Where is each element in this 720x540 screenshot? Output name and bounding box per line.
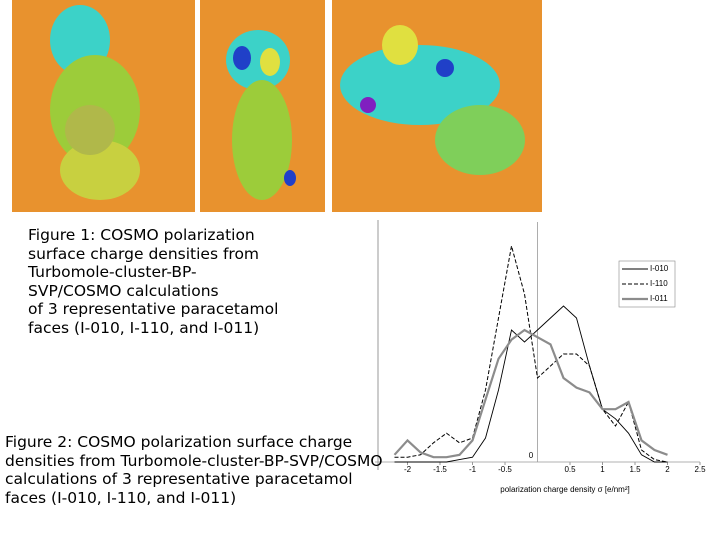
- caption-line: densities from Turbomole-cluster-BP-SVP/…: [5, 451, 383, 470]
- caption-line: surface charge densities from: [28, 244, 260, 263]
- x-axis-label: polarization charge density σ [e/nm²]: [500, 485, 629, 494]
- x-tick-label: 0.5: [564, 465, 576, 474]
- x-tick-label: 2.5: [694, 465, 706, 474]
- caption-line: Figure 1: COSMO polarization: [28, 226, 255, 244]
- surface-image-1: [12, 0, 195, 212]
- caption-line: faces (I-010, I-110, and I-011): [28, 318, 260, 337]
- x-tick-label: 1: [600, 465, 605, 474]
- x-tick-label: 2: [665, 465, 670, 474]
- x-tick-label: -1.5: [433, 465, 447, 474]
- figure2-caption: Figure 2: COSMO polarization surface cha…: [5, 433, 383, 507]
- zero-label: 0: [529, 451, 534, 460]
- x-tick-label: -1: [469, 465, 477, 474]
- x-tick-label: -2: [404, 465, 412, 474]
- x-tick-label: 1.5: [629, 465, 641, 474]
- legend-label: I-110: [650, 279, 668, 288]
- caption-line: faces (I-010, I-110, and I-011): [5, 488, 237, 507]
- legend-label: I-010: [650, 264, 669, 273]
- legend-label: I-011: [650, 294, 668, 303]
- caption-line: Figure 2: COSMO polarization surface cha…: [5, 433, 353, 451]
- series-line: [393, 328, 668, 459]
- caption-line: Turbomole-cluster-BP-: [28, 263, 197, 281]
- series-line: [394, 305, 668, 463]
- surface-image-3: [332, 0, 542, 212]
- series-line: [394, 245, 668, 463]
- caption-line: of 3 representative paracetamol: [28, 300, 279, 318]
- caption-line: SVP/COSMO calculations: [28, 281, 219, 300]
- figure1-caption: Figure 1: COSMO polarization surface char…: [28, 226, 278, 337]
- x-tick-label: -0.5: [498, 465, 512, 474]
- surface-image-2: [200, 0, 325, 212]
- caption-line: calculations of 3 representative paracet…: [5, 470, 353, 488]
